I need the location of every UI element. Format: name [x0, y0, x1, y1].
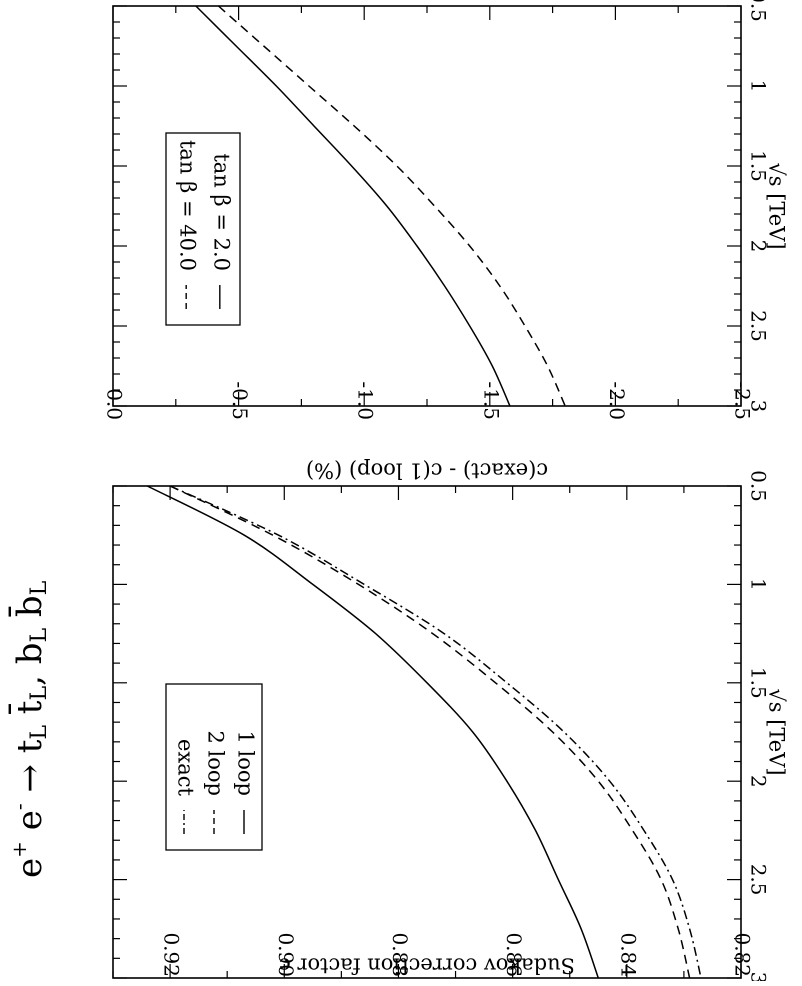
title-part: - — [7, 803, 31, 810]
legend-label: tan β = 2.0 — [209, 153, 233, 271]
x-tick-label: 2 — [747, 240, 771, 253]
y-tick-label: -0.5 — [228, 381, 252, 420]
legend-label: tan β = 40.0 — [176, 140, 200, 271]
x-tick-label: 1 — [747, 80, 771, 93]
x-axis-label: √s [TeV] — [765, 688, 789, 775]
title-part: L — [27, 686, 52, 701]
x-tick-label: 2.5 — [747, 864, 771, 896]
y-tick-label: -1.5 — [479, 381, 503, 420]
title-part: L — [27, 628, 52, 643]
title-part: L — [27, 725, 52, 740]
x-tick-label: 0.5 — [747, 470, 771, 502]
y-tick-label: 0.84 — [616, 932, 640, 977]
x-axis-label: √s [TeV] — [765, 162, 789, 249]
y-tick-label: -2.0 — [605, 381, 629, 420]
chart-panel-2: 0.5 1 1.5 2 2.5 3 0.0 -0.5 -1.0 -1.5 -2.0 -2.5 √s [T… — [103, 0, 789, 483]
x-tick-label: 3 — [747, 400, 771, 413]
legend-label: 1 loop — [234, 731, 258, 796]
figure-title: e+ e- → tL t̄L, bL b̄L — [7, 580, 52, 878]
legend-label: exact — [174, 739, 198, 797]
x-tick-label: 1.5 — [747, 667, 771, 699]
title-part: L — [27, 580, 52, 595]
legend-label: 2 loop — [204, 731, 228, 796]
legend-box — [165, 132, 241, 326]
y-axis-label: c(exact) - c(1 loop) (%) — [306, 459, 548, 483]
chart-panel-1: 0.511.522.530.820.840.860.880.900.92√s [… — [112, 470, 789, 984]
y-tick-label: 0.86 — [502, 932, 526, 977]
x-tick-label: 1.5 — [747, 150, 771, 182]
plot-frame — [112, 485, 742, 979]
title-part: b̄ — [8, 595, 50, 628]
title-part: e — [10, 858, 50, 878]
y-axis-label: Sudakov correction factor c — [279, 954, 575, 978]
x-tick-label: 2.5 — [747, 310, 771, 342]
title-part: + — [7, 841, 31, 858]
series-line-1 — [195, 5, 511, 407]
y-tick-label: 0.0 — [103, 388, 127, 420]
title-part: t̄ — [8, 700, 50, 725]
y-tick-label: -1.0 — [354, 381, 378, 420]
y-tick-label: 0.92 — [160, 932, 184, 977]
series-line-1 — [146, 485, 600, 979]
title-part: → t — [10, 739, 50, 803]
y-tick-label: 0.82 — [731, 932, 755, 977]
x-tick-label: 2 — [747, 775, 771, 788]
x-tick-label: 1 — [747, 578, 771, 591]
series-line-2 — [169, 485, 691, 979]
x-tick-label: 0.5 — [747, 0, 771, 22]
title-text: e+ e- → tL t̄L, bL b̄L — [7, 580, 52, 878]
title-part: , b — [10, 643, 50, 686]
series-line-3 — [169, 485, 702, 979]
y-tick-label: 0.88 — [388, 932, 412, 977]
title-part: e — [10, 810, 50, 841]
series-line-2 — [218, 5, 566, 407]
y-tick-label: -2.5 — [731, 381, 755, 420]
y-tick-label: 0.90 — [274, 932, 298, 977]
